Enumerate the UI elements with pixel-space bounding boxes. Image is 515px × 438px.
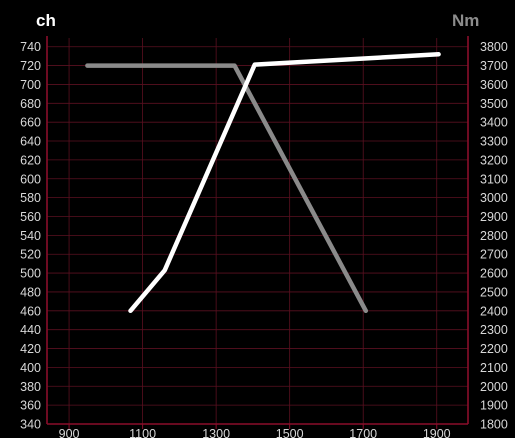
right-tick-label: 3100	[480, 172, 508, 186]
left-tick-label: 360	[20, 399, 41, 413]
tick-labels: 340 360 380 400 420 440 460 480 500 520 540 560 580 6…	[20, 40, 508, 438]
right-tick-label: 1800	[480, 418, 508, 432]
right-tick-label: 3600	[480, 78, 508, 92]
right-tick-label: 2500	[480, 285, 508, 299]
gridlines	[47, 38, 468, 429]
right-tick-label: 3500	[480, 97, 508, 111]
right-tick-label: 1900	[480, 399, 508, 413]
series-lines	[85, 52, 441, 314]
x-tick-label: 1100	[129, 427, 156, 438]
left-tick-label: 480	[20, 285, 41, 299]
left-tick-label: 600	[20, 172, 41, 186]
right-tick-label: 2000	[480, 380, 508, 394]
right-axis-unit: Nm	[452, 11, 479, 30]
right-tick-label: 2200	[480, 342, 508, 356]
left-tick-label: 400	[20, 361, 41, 375]
x-tick-label: 1900	[423, 427, 451, 438]
right-tick-label: 3300	[480, 135, 508, 149]
right-tick-label: 3200	[480, 153, 508, 167]
left-tick-label: 700	[20, 78, 41, 92]
left-tick-label: 380	[20, 380, 41, 394]
left-tick-label: 740	[20, 40, 41, 54]
right-tick-label: 2300	[480, 323, 508, 337]
right-tick-label: 3000	[480, 191, 508, 205]
right-tick-label: 2100	[480, 361, 508, 375]
right-tick-label: 2400	[480, 304, 508, 318]
x-tick-label: 1300	[202, 427, 230, 438]
left-tick-label: 680	[20, 97, 41, 111]
left-tick-label: 560	[20, 210, 41, 224]
x-tick-label: 900	[59, 427, 80, 438]
right-tick-label: 3400	[480, 116, 508, 130]
left-tick-label: 640	[20, 135, 41, 149]
left-tick-label: 440	[20, 323, 41, 337]
left-tick-label: 340	[20, 418, 41, 432]
left-tick-label: 660	[20, 116, 41, 130]
left-axis-unit: ch	[36, 11, 56, 30]
left-tick-label: 720	[20, 59, 41, 73]
right-tick-label: 2600	[480, 267, 508, 281]
torque-curve-line	[85, 63, 369, 314]
left-tick-label: 620	[20, 153, 41, 167]
left-tick-label: 520	[20, 248, 41, 262]
left-tick-label: 460	[20, 304, 41, 318]
x-tick-label: 1700	[349, 427, 377, 438]
right-tick-label: 2800	[480, 229, 508, 243]
right-tick-label: 3700	[480, 59, 508, 73]
right-tick-label: 2700	[480, 248, 508, 262]
left-tick-label: 540	[20, 229, 41, 243]
right-tick-label: 3800	[480, 40, 508, 54]
axes	[46, 36, 469, 425]
x-tick-label: 1500	[276, 427, 304, 438]
left-tick-label: 500	[20, 267, 41, 281]
left-tick-label: 420	[20, 342, 41, 356]
power-curve-line	[128, 52, 441, 314]
left-tick-label: 580	[20, 191, 41, 205]
right-tick-label: 2900	[480, 210, 508, 224]
